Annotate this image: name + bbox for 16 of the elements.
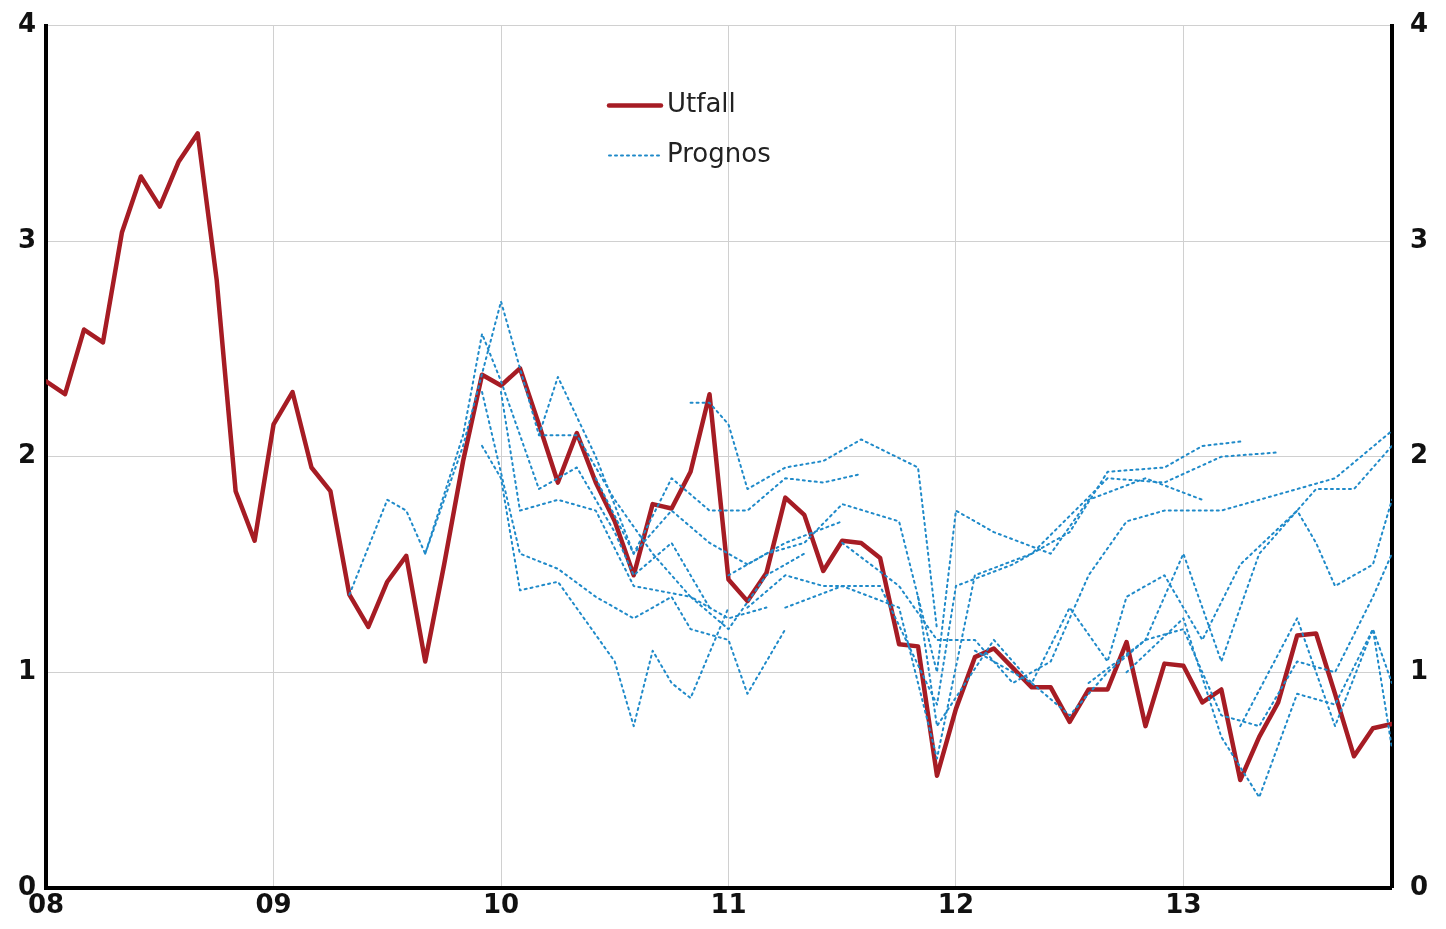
y-tick-label: 1 xyxy=(18,655,37,685)
x-tick-label: 13 xyxy=(1165,889,1202,920)
x-tick-label: 12 xyxy=(937,889,975,920)
y-tick-label: 2 xyxy=(18,439,37,470)
y2-tick-label: 2 xyxy=(1409,439,1428,470)
y2-tick-label: 3 xyxy=(1409,223,1428,254)
y-tick-label: 4 xyxy=(18,8,37,39)
y-tick-label: 3 xyxy=(18,223,37,254)
x-tick-label: 09 xyxy=(255,889,292,920)
x-tick-label: 10 xyxy=(482,889,520,920)
legend-label: Prognos xyxy=(667,138,771,169)
y2-tick-label: 4 xyxy=(1409,8,1428,39)
y2-tick-label: 0 xyxy=(1409,870,1428,901)
legend-label: Utfall xyxy=(667,88,736,119)
y2-tick-label: 1 xyxy=(1409,655,1428,685)
x-tick-label: 11 xyxy=(710,889,747,920)
